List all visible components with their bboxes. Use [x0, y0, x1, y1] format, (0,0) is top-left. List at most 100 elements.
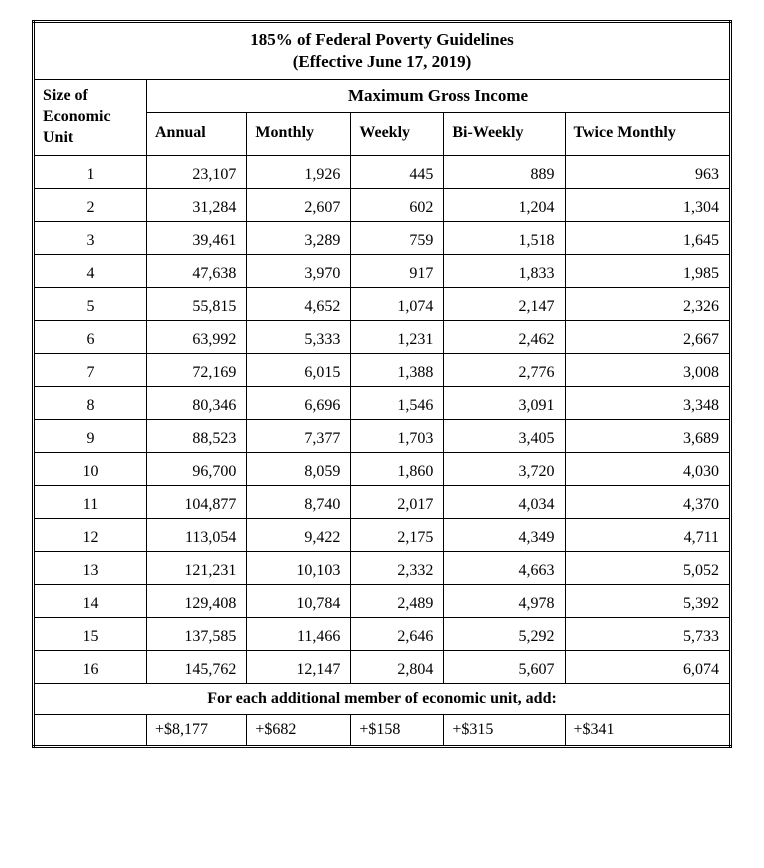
cell-twice-monthly: 3,008 — [565, 353, 731, 386]
table-row: 16145,76212,1472,8045,6076,074 — [34, 650, 731, 683]
cell-annual: 39,461 — [147, 221, 247, 254]
cell-twice-monthly: 4,030 — [565, 452, 731, 485]
additional-twice-monthly: +$341 — [565, 714, 731, 746]
table-row: 880,3466,6961,5463,0913,348 — [34, 386, 731, 419]
cell-biweekly: 5,292 — [444, 617, 565, 650]
col-twice-monthly: Twice Monthly — [565, 113, 731, 155]
table-row: 11104,8778,7402,0174,0344,370 — [34, 485, 731, 518]
header-size: Size of Economic Unit — [34, 80, 147, 155]
title-line1: 185% of Federal Poverty Guidelines — [250, 30, 513, 49]
cell-weekly: 2,332 — [351, 551, 444, 584]
cell-monthly: 1,926 — [247, 155, 351, 188]
cell-twice-monthly: 2,667 — [565, 320, 731, 353]
table-row: 988,5237,3771,7033,4053,689 — [34, 419, 731, 452]
cell-annual: 63,992 — [147, 320, 247, 353]
table-row: 231,2842,6076021,2041,304 — [34, 188, 731, 221]
additional-label: For each additional member of economic u… — [34, 683, 731, 714]
cell-weekly: 2,489 — [351, 584, 444, 617]
cell-weekly: 1,074 — [351, 287, 444, 320]
cell-annual: 72,169 — [147, 353, 247, 386]
cell-size: 13 — [34, 551, 147, 584]
cell-weekly: 2,017 — [351, 485, 444, 518]
cell-biweekly: 1,518 — [444, 221, 565, 254]
cell-biweekly: 1,833 — [444, 254, 565, 287]
cell-biweekly: 4,663 — [444, 551, 565, 584]
table-row: 12113,0549,4222,1754,3494,711 — [34, 518, 731, 551]
cell-weekly: 759 — [351, 221, 444, 254]
cell-size: 10 — [34, 452, 147, 485]
cell-size: 7 — [34, 353, 147, 386]
cell-annual: 137,585 — [147, 617, 247, 650]
col-weekly: Weekly — [351, 113, 444, 155]
cell-size: 11 — [34, 485, 147, 518]
cell-weekly: 1,231 — [351, 320, 444, 353]
cell-twice-monthly: 963 — [565, 155, 731, 188]
cell-monthly: 5,333 — [247, 320, 351, 353]
cell-weekly: 917 — [351, 254, 444, 287]
table-row: 447,6383,9709171,8331,985 — [34, 254, 731, 287]
cell-biweekly: 2,462 — [444, 320, 565, 353]
table-row: 772,1696,0151,3882,7763,008 — [34, 353, 731, 386]
cell-annual: 80,346 — [147, 386, 247, 419]
col-monthly: Monthly — [247, 113, 351, 155]
cell-twice-monthly: 1,645 — [565, 221, 731, 254]
additional-weekly: +$158 — [351, 714, 444, 746]
cell-size: 5 — [34, 287, 147, 320]
cell-weekly: 445 — [351, 155, 444, 188]
cell-monthly: 4,652 — [247, 287, 351, 320]
cell-biweekly: 3,091 — [444, 386, 565, 419]
cell-biweekly: 2,147 — [444, 287, 565, 320]
cell-monthly: 6,696 — [247, 386, 351, 419]
cell-biweekly: 4,978 — [444, 584, 565, 617]
cell-monthly: 7,377 — [247, 419, 351, 452]
cell-twice-monthly: 2,326 — [565, 287, 731, 320]
cell-weekly: 1,860 — [351, 452, 444, 485]
cell-annual: 104,877 — [147, 485, 247, 518]
cell-annual: 47,638 — [147, 254, 247, 287]
table-row: 123,1071,926445889963 — [34, 155, 731, 188]
cell-annual: 55,815 — [147, 287, 247, 320]
cell-monthly: 8,059 — [247, 452, 351, 485]
cell-annual: 23,107 — [147, 155, 247, 188]
cell-size: 8 — [34, 386, 147, 419]
cell-weekly: 2,175 — [351, 518, 444, 551]
cell-weekly: 602 — [351, 188, 444, 221]
cell-size: 4 — [34, 254, 147, 287]
cell-size: 16 — [34, 650, 147, 683]
cell-twice-monthly: 3,348 — [565, 386, 731, 419]
cell-twice-monthly: 5,392 — [565, 584, 731, 617]
table-row: 1096,7008,0591,8603,7204,030 — [34, 452, 731, 485]
col-biweekly: Bi-Weekly — [444, 113, 565, 155]
cell-twice-monthly: 4,370 — [565, 485, 731, 518]
cell-monthly: 9,422 — [247, 518, 351, 551]
cell-annual: 113,054 — [147, 518, 247, 551]
table-row: 13121,23110,1032,3324,6635,052 — [34, 551, 731, 584]
cell-size: 12 — [34, 518, 147, 551]
cell-weekly: 1,703 — [351, 419, 444, 452]
table-row: 555,8154,6521,0742,1472,326 — [34, 287, 731, 320]
cell-monthly: 10,784 — [247, 584, 351, 617]
table-row: 14129,40810,7842,4894,9785,392 — [34, 584, 731, 617]
cell-biweekly: 2,776 — [444, 353, 565, 386]
cell-size: 6 — [34, 320, 147, 353]
cell-monthly: 8,740 — [247, 485, 351, 518]
cell-weekly: 1,546 — [351, 386, 444, 419]
cell-annual: 31,284 — [147, 188, 247, 221]
cell-size: 3 — [34, 221, 147, 254]
cell-monthly: 2,607 — [247, 188, 351, 221]
cell-size: 2 — [34, 188, 147, 221]
cell-monthly: 11,466 — [247, 617, 351, 650]
cell-twice-monthly: 5,052 — [565, 551, 731, 584]
cell-biweekly: 3,405 — [444, 419, 565, 452]
cell-biweekly: 3,720 — [444, 452, 565, 485]
cell-annual: 145,762 — [147, 650, 247, 683]
cell-twice-monthly: 4,711 — [565, 518, 731, 551]
cell-biweekly: 889 — [444, 155, 565, 188]
additional-biweekly: +$315 — [444, 714, 565, 746]
table-row: 15137,58511,4662,6465,2925,733 — [34, 617, 731, 650]
cell-weekly: 2,804 — [351, 650, 444, 683]
col-annual: Annual — [147, 113, 247, 155]
cell-size: 9 — [34, 419, 147, 452]
cell-twice-monthly: 1,304 — [565, 188, 731, 221]
cell-annual: 129,408 — [147, 584, 247, 617]
